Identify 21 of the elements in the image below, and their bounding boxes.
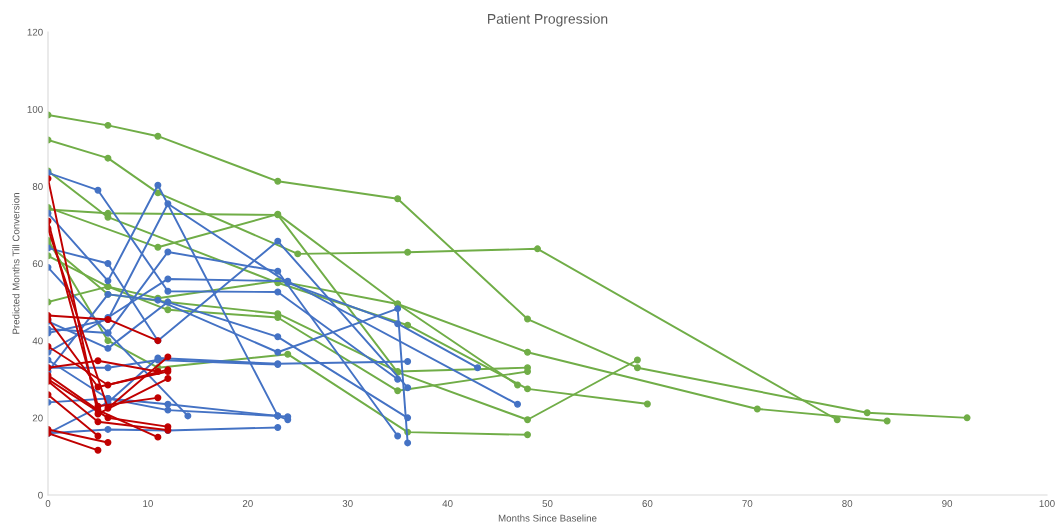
x-tick-label: 60 bbox=[642, 500, 653, 507]
y-tick-label: 20 bbox=[32, 414, 43, 422]
x-tick-label: 0 bbox=[45, 500, 51, 507]
y-tick-label: 120 bbox=[27, 28, 43, 36]
y-tick-label: 40 bbox=[32, 337, 43, 345]
chart-title: Patient Progression bbox=[488, 13, 608, 27]
x-tick-label: 40 bbox=[442, 500, 453, 507]
x-tick-label: 50 bbox=[542, 500, 553, 507]
y-axis-title: Predicted Months Till Conversion bbox=[12, 193, 20, 334]
y-tick-label: 100 bbox=[27, 105, 43, 113]
y-tick-label: 80 bbox=[32, 183, 43, 190]
x-tick-label: 90 bbox=[942, 500, 953, 507]
y-tick-label: 60 bbox=[32, 260, 43, 268]
x-tick-label: 10 bbox=[143, 500, 153, 507]
x-tick-label: 70 bbox=[742, 500, 753, 507]
x-axis-title: Months Since Baseline bbox=[498, 514, 597, 522]
x-tick-label: 80 bbox=[842, 500, 853, 507]
x-tick-label: 30 bbox=[342, 500, 353, 507]
x-tick-label: 100 bbox=[1039, 500, 1055, 507]
x-tick-label: 20 bbox=[242, 500, 253, 507]
y-tick-label: 0 bbox=[38, 491, 43, 499]
